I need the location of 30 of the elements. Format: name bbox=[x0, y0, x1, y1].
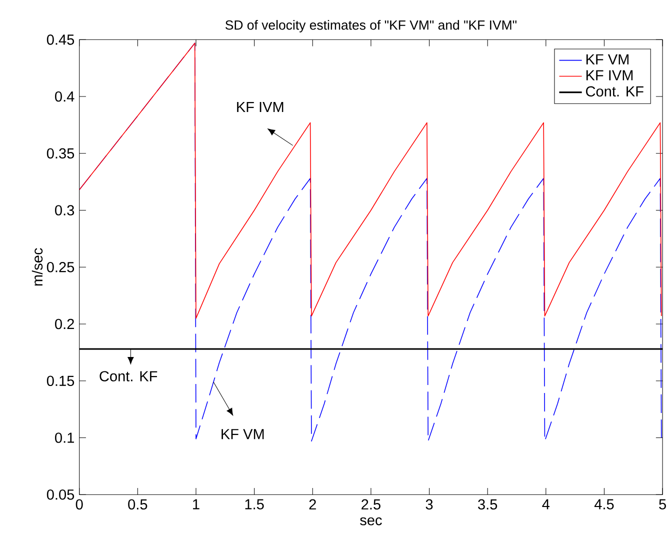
annotation: Cont. KF bbox=[100, 371, 158, 382]
y-tick-label: 0.15 bbox=[46, 376, 74, 386]
y-axis-title: m/sec bbox=[32, 248, 43, 286]
annotation: KF VM bbox=[222, 429, 264, 440]
x-tick-label: 5 bbox=[659, 500, 666, 510]
x-tick-label: 4.5 bbox=[594, 500, 614, 510]
x-axis-title: sec bbox=[360, 518, 382, 526]
x-tick-label: 1.5 bbox=[245, 500, 264, 510]
x-tick-label: 2.5 bbox=[362, 500, 380, 510]
x-tick-label: 2 bbox=[309, 500, 316, 510]
line-series bbox=[79, 42, 662, 319]
x-tick-label: 3 bbox=[426, 500, 433, 510]
legend-label: Cont. KF bbox=[586, 86, 644, 97]
y-tick-label: 0.45 bbox=[46, 34, 74, 46]
chart-title: SD of velocity estimates of "KF VM" and "KF IVM" bbox=[225, 20, 516, 33]
annotation: KF IVM bbox=[237, 102, 284, 112]
y-tick-label: 0.4 bbox=[55, 92, 74, 102]
y-tick-label: 0.25 bbox=[46, 262, 74, 273]
y-tick-label: 0.35 bbox=[46, 148, 74, 159]
x-tick-label: 0 bbox=[76, 500, 83, 510]
y-tick-label: 0.05 bbox=[46, 490, 74, 500]
x-tick-label: 4 bbox=[542, 500, 550, 510]
legend-label: KF VM bbox=[586, 54, 628, 65]
y-tick-label: 0.1 bbox=[55, 432, 74, 444]
y-tick-label: 0.3 bbox=[55, 205, 74, 216]
y-tick-label: 0.2 bbox=[55, 319, 74, 330]
x-tick-label: 0.5 bbox=[128, 500, 148, 510]
legend-label: KF IVM bbox=[586, 70, 633, 81]
x-tick-label: 3.5 bbox=[478, 500, 498, 510]
x-tick-label: 1 bbox=[193, 500, 200, 510]
